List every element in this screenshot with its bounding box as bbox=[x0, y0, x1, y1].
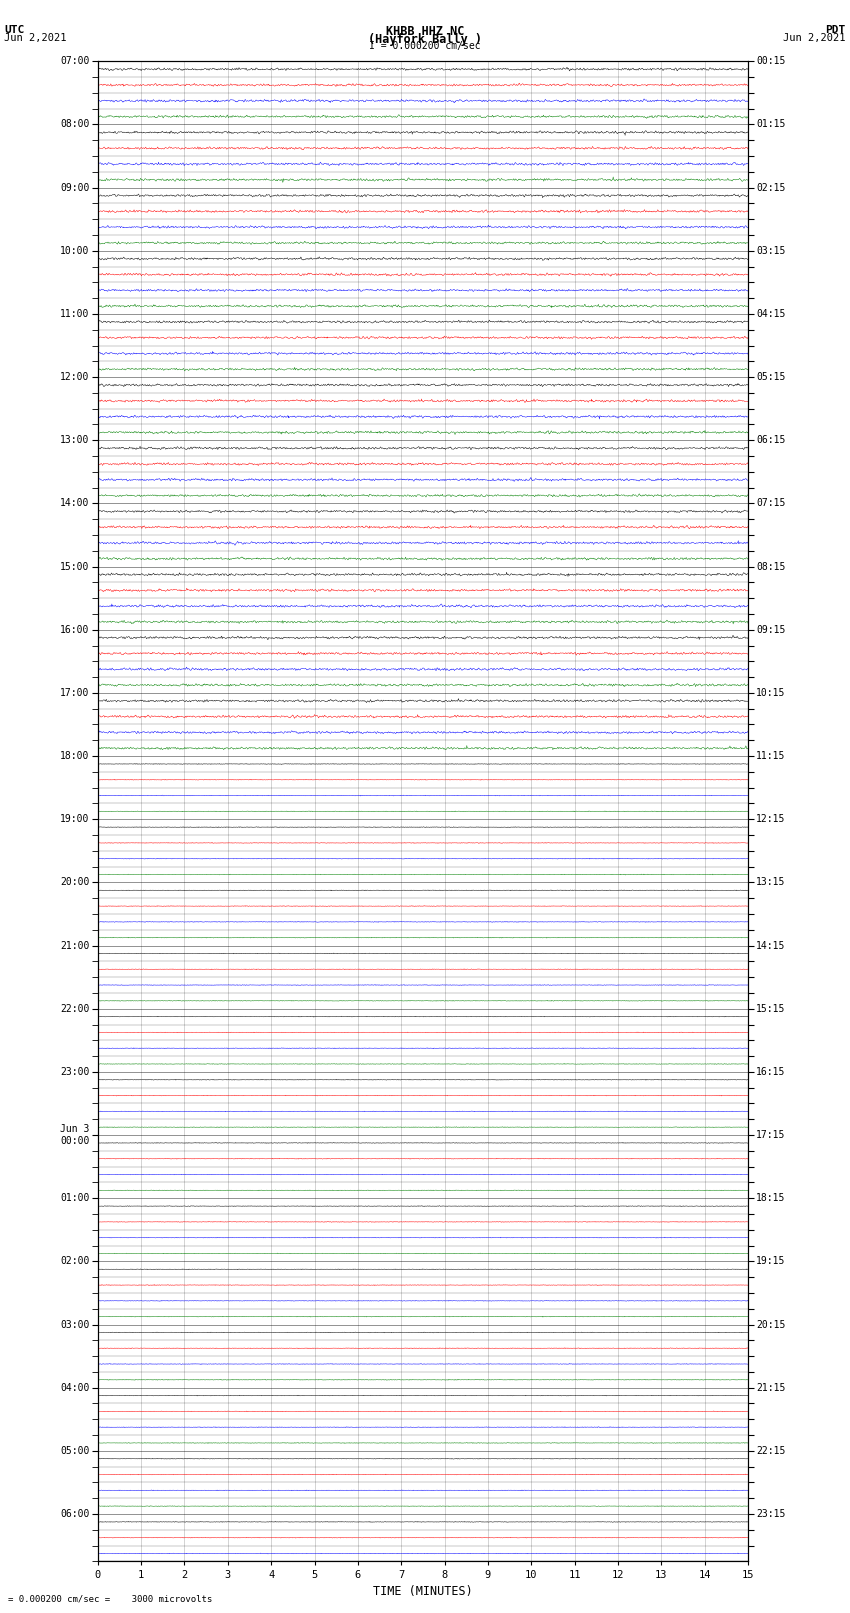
Text: (Hayfork Bally ): (Hayfork Bally ) bbox=[368, 32, 482, 47]
Text: UTC: UTC bbox=[4, 24, 25, 35]
Text: Jun 2,2021: Jun 2,2021 bbox=[4, 32, 67, 44]
Text: Jun 2,2021: Jun 2,2021 bbox=[783, 32, 846, 44]
X-axis label: TIME (MINUTES): TIME (MINUTES) bbox=[373, 1584, 473, 1597]
Text: PDT: PDT bbox=[825, 24, 846, 35]
Text: = 0.000200 cm/sec =    3000 microvolts: = 0.000200 cm/sec = 3000 microvolts bbox=[8, 1594, 212, 1603]
Text: KHBB HHZ NC: KHBB HHZ NC bbox=[386, 24, 464, 39]
Text: I = 0.000200 cm/sec: I = 0.000200 cm/sec bbox=[369, 40, 481, 52]
